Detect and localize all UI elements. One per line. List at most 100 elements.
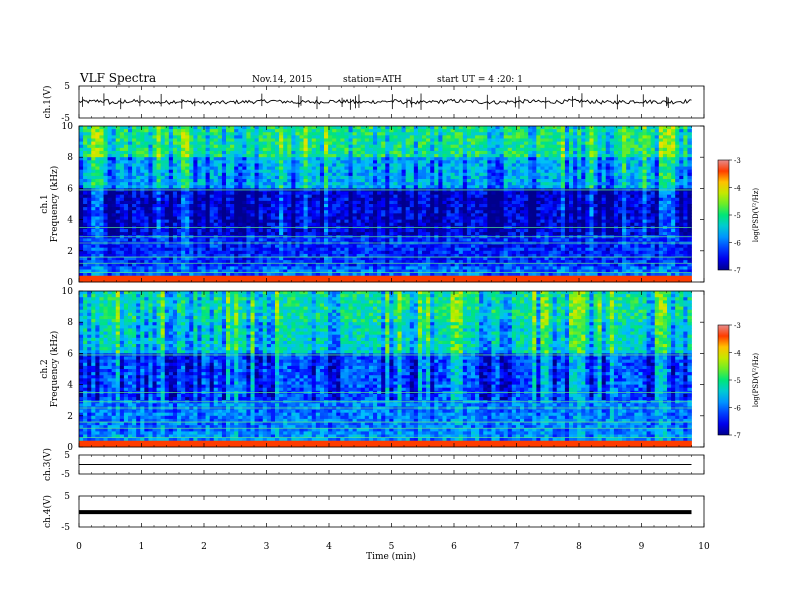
spectrogram-cell [377,163,382,167]
spectrogram-cell [654,213,660,217]
spectrogram-cell [675,138,680,142]
spectrogram-cell [360,166,366,171]
spectrogram-cell [177,129,182,133]
spectrogram-cell [238,166,243,171]
spectrogram-cell [552,169,558,174]
spectrogram-cell [177,182,182,186]
spectrogram-cell [254,150,260,155]
spectrogram-cell [556,194,562,199]
spectrogram-cell [503,141,509,146]
spectrogram-cell [103,150,108,155]
spectrogram-cell [266,129,272,133]
spectrogram-cell [658,210,664,214]
spectrogram-cell [221,210,227,214]
spectrogram-cell [389,141,394,146]
spectrogram-cell [181,219,186,224]
spectrogram-cell [524,132,529,136]
spectrogram-cell [332,126,337,130]
spectrogram-cell [287,175,292,180]
spectrogram-cell [254,200,260,205]
spectrogram-cell [536,160,541,164]
spectrogram-cell [479,204,484,208]
spectrogram-cell [654,147,660,152]
spectrogram-cell [389,204,394,208]
spectrogram-cell [103,204,108,208]
spectrogram-cell [295,141,300,146]
spectrogram-cell [246,216,251,220]
spectrogram-cell [540,138,545,142]
spectrogram-cell [107,222,113,227]
spectrogram-cell [352,126,358,130]
spectrogram-cell [634,154,639,158]
spectrogram-cell [328,213,333,217]
spectrogram-cell [83,160,88,164]
spectrogram-cell [181,150,186,155]
spectrogram-cell [226,213,231,217]
spectrogram-cell [373,194,378,199]
spectrogram-cell [217,219,223,224]
spectrogram-cell [679,182,684,186]
spectrogram-cell [87,194,92,199]
spectrogram-cell [495,194,500,199]
spectrogram-cell [683,150,688,155]
spectrogram-cell [148,200,153,205]
spectrogram-cell [658,216,664,220]
spectrogram-cell [152,150,157,155]
spectrogram-cell [373,129,378,133]
spectrogram-cell [328,135,333,139]
spectrogram-cell [209,141,215,146]
spectrogram-cell [172,129,178,133]
spectrogram-cell [520,147,525,152]
spectrogram-cell [242,175,247,180]
spectrogram-cell [462,138,468,142]
spectrogram-cell [495,154,500,158]
spectrogram-cell [324,135,329,139]
spectrogram-cell [258,135,264,139]
spectrogram-cell [189,166,194,171]
spectrogram-cell [270,194,276,199]
spectrogram-cell [209,182,215,186]
spectrogram-cell [217,179,223,183]
spectrogram-cell [679,179,684,183]
spectrogram-cell [589,144,594,149]
spectrogram-cell [381,138,386,142]
spectrogram-cell [520,179,525,183]
spectrogram-cell [209,204,215,208]
spectrogram-cell [646,141,652,146]
spectrogram-cell [544,132,549,136]
spectrogram-cell [667,154,672,158]
spectrogram-cell [111,132,117,136]
spectrogram-cell [491,126,496,130]
spectrogram-cell [344,169,349,174]
spectrogram-cell [626,126,631,130]
spectrogram-cell [246,132,251,136]
spectrogram-cell [91,169,96,174]
spectrogram-cell [258,179,264,183]
spectrogram-cell [630,204,635,208]
spectrogram-cell [613,185,619,189]
spectrogram-cell [540,222,545,227]
spectrogram-cell [234,191,239,196]
spectrogram-cell [189,200,194,205]
spectrogram-cell [560,135,566,139]
spectrogram-cell [475,141,480,146]
spectrogram-cell [438,210,443,214]
spectrogram-cell [197,154,202,158]
spectrogram-cell [405,138,411,142]
spectrogram-cell [413,210,419,214]
spectrogram-cell [295,210,300,214]
spectrogram-cell [262,150,268,155]
spectrogram-cell [462,141,468,146]
spectrogram-cell [381,157,386,161]
spectrogram-cell [213,154,219,158]
spectrogram-cell [258,197,264,202]
spectrogram-cell [160,150,166,155]
spectrogram-cell [528,147,533,152]
spectrogram-cell [238,222,243,227]
spectrogram-cell [426,135,431,139]
spectrogram-cell [381,166,386,171]
spectrogram-cell [385,210,390,214]
spectrogram-cell [479,222,484,227]
spectrogram-cell [209,213,215,217]
